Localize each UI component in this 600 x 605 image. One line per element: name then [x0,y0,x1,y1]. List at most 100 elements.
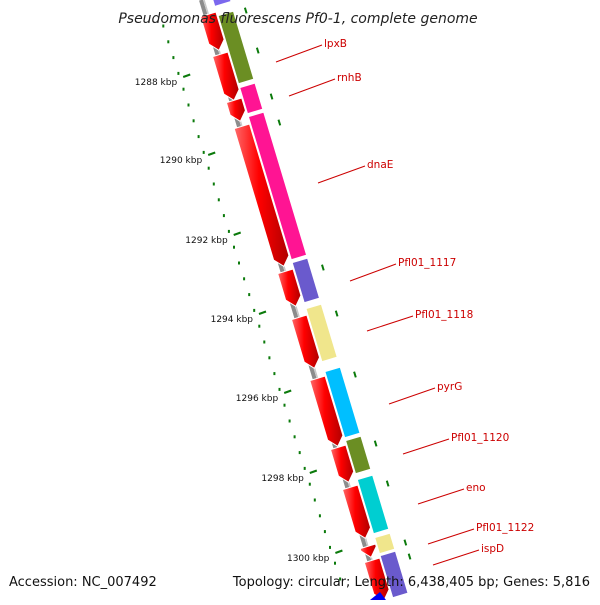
gene-label-dnaE: dnaE [367,159,393,171]
cds-arrow [277,268,302,308]
scale-minor-tick [293,435,296,439]
scale-major-tick [283,389,292,394]
position-marker-icon [370,592,386,600]
topology-text: Topology: circular; Length: 6,438,405 bp… [232,575,590,590]
scale-minor-tick [222,214,225,218]
scale-minor-tick [202,150,205,154]
gene-leader-line [275,44,323,63]
scale-label: 1288 kbp [135,78,178,88]
feature-tick [407,553,412,560]
scale-minor-tick [263,340,266,344]
scale-minor-tick [182,87,185,91]
scale-major-tick [258,310,267,315]
gene-feature-Pfl01_1122 [374,532,396,555]
gene-feature-Pfl01_1118 [305,303,338,363]
scale-major-tick [309,469,318,474]
gene-feature-lpxB [217,10,255,85]
cds-arrow [225,97,246,123]
scale-minor-tick [238,261,240,265]
scale-label: 1300 kbp [287,554,330,564]
feature-tick [243,7,248,14]
gene-label-Pfl01_1120: Pfl01_1120 [451,432,509,444]
scale-major-tick [335,549,343,554]
gene-leader-line [427,528,475,545]
accession-text: Accession: NC_007492 [9,575,157,590]
scale-minor-tick [162,24,165,28]
cds-arrow [199,11,225,52]
feature-tick [277,119,282,126]
feature-track [213,0,412,599]
gene-leader-line [432,549,480,566]
scale-minor-tick [268,356,271,360]
gene-label-Pfl01_1118: Pfl01_1118 [415,309,473,321]
cds-arrow [341,484,372,540]
scale-minor-tick [273,372,276,376]
feature-tick [321,264,325,271]
feature-tick [403,539,408,546]
gene-feature-Pfl01_1120 [344,435,372,475]
gene-feature-pyrG [324,366,361,439]
gene-label-lpxB: lpxB [324,38,347,50]
scale-label: 1290 kbp [160,156,203,166]
scale-minor-tick [212,182,215,186]
cds-arrow [329,444,355,484]
scale-minor-tick [172,56,175,60]
scale-minor-tick [207,166,210,170]
cds-arrow [309,375,344,448]
scale-label: 1298 kbp [261,474,304,484]
scale-minor-tick [339,577,342,581]
feature-tick [385,480,390,487]
gene-label-ispD: ispD [481,543,504,555]
gene-feature-top-partial [213,0,231,6]
cds-track [199,11,390,602]
scale-minor-tick [303,466,306,470]
scale-label: 1292 kbp [185,236,228,246]
scale-minor-tick [233,245,235,249]
scale-major-tick [233,231,242,236]
scale-minor-tick [283,403,286,407]
gene-leader-line [349,263,397,282]
scale-minor-tick [248,293,251,297]
cds-arrow [363,557,390,602]
scale-minor-tick [288,419,291,423]
gene-leader-line [317,165,366,184]
feature-tick [255,47,260,54]
scale-label: 1296 kbp [236,394,279,404]
scale-minor-tick [313,498,316,502]
feature-tick [269,93,274,100]
scale-minor-tick [167,40,170,44]
gene-label-rnhB: rnhB [337,72,362,84]
cds-arrow [211,51,240,102]
scale-major-tick [207,151,216,156]
feature-tick [353,371,357,378]
feature-tick [334,310,339,317]
scale-labels: 1288 kbp 1290 kbp 1292 kbp 1294 kbp 1296 kbp… [135,78,386,600]
gene-label-eno: eno [466,482,486,494]
gene-leader-line [288,78,336,97]
scale-minor-tick [217,198,220,202]
gene-feature-ispD [379,550,409,599]
gene-feature-dnaE [247,111,308,261]
scale-minor-tick [298,451,301,455]
scale-ticks [162,24,343,581]
genome-title: Pseudomonas fluorescens Pf0-1, complete … [118,11,477,27]
gene-leader-line [366,315,414,332]
scale-minor-tick [192,119,195,123]
gene-leader-line [417,488,465,505]
scale-label: 1294 kbp [211,315,254,325]
gene-label-pyrG: pyrG [437,381,462,393]
cds-arrow [359,543,377,559]
scale-minor-tick [253,308,256,312]
scale-minor-tick [308,482,311,486]
scale-minor-tick [243,277,246,281]
gene-feature-eno [356,474,390,535]
scale-minor-tick [197,135,200,139]
scale-minor-tick [187,103,190,107]
scale-minor-tick [258,324,261,328]
scale-minor-tick [329,545,331,549]
gene-feature-rnhB [239,82,264,115]
scale-minor-tick [227,229,230,233]
scale-minor-tick [278,387,281,391]
gene-label-Pfl01_1117: Pfl01_1117 [398,257,456,269]
